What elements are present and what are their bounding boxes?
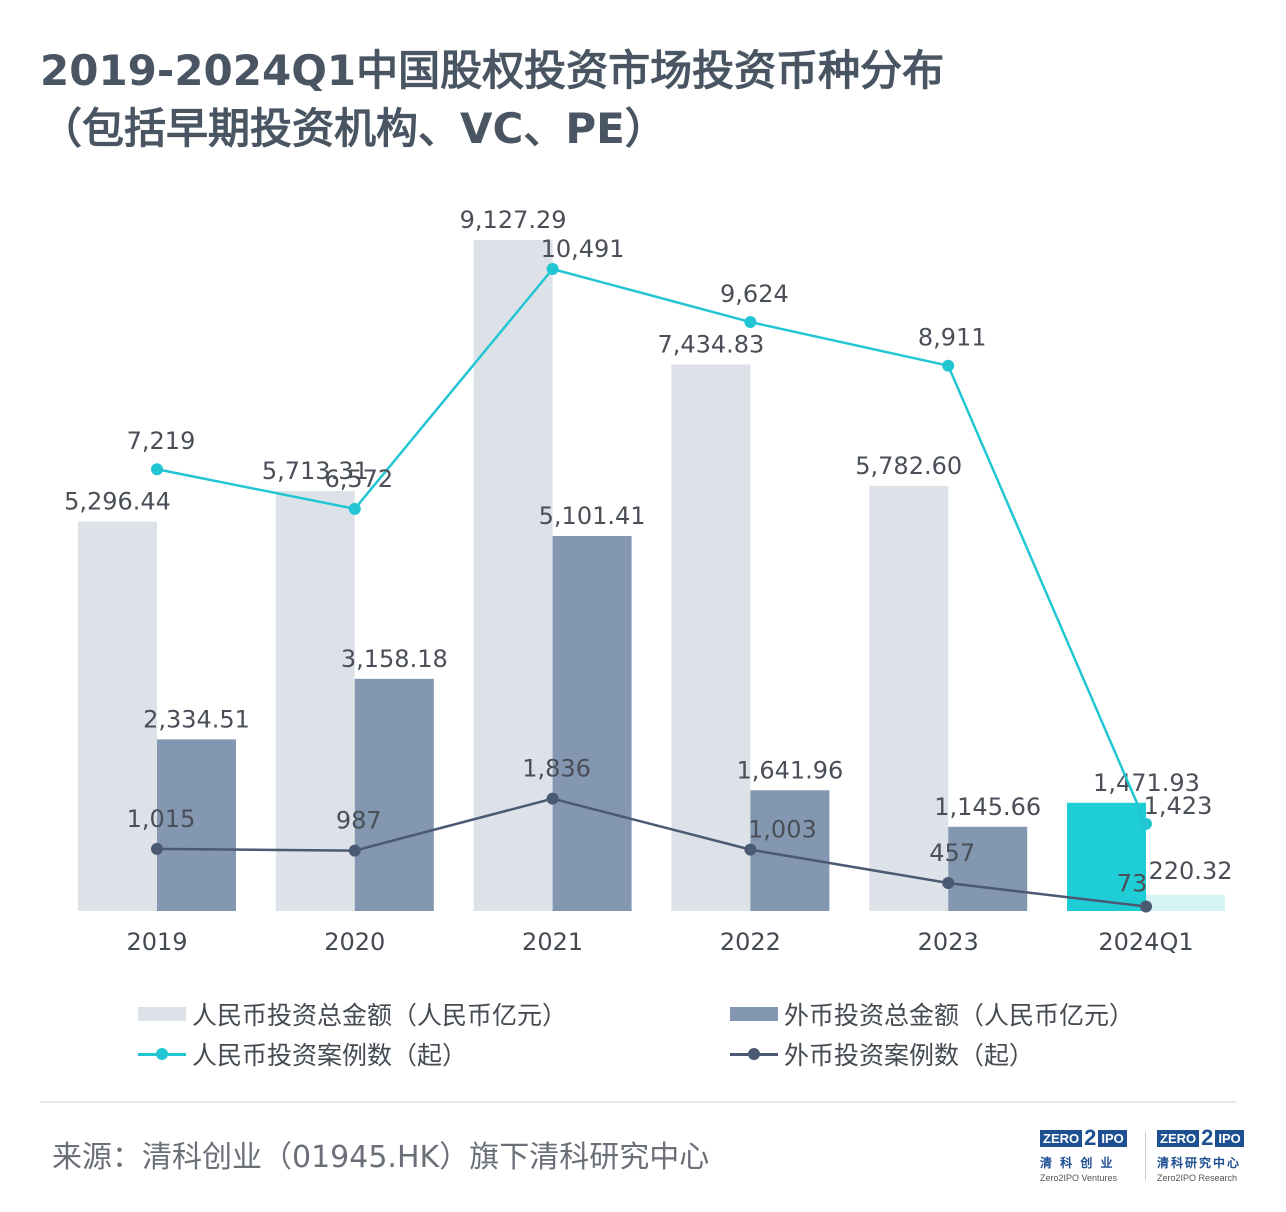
bar-rmb-amount-2024Q1 (1067, 802, 1146, 911)
label-fx-count-2020: 987 (336, 807, 382, 835)
x-tick-label-2019: 2019 (126, 928, 187, 956)
legend-swatch-rmb-amount (138, 1007, 186, 1021)
bar-rmb-amount-2019 (78, 521, 157, 911)
point-fx-count-2023 (942, 877, 955, 890)
label-rmb-amount-2020: 5,713.31 (262, 457, 369, 485)
title-line-2: （包括早期投资机构、VC、PE） (40, 104, 667, 153)
x-tick-label-2024Q1: 2024Q1 (1098, 928, 1193, 956)
label-fx-amount-2024Q1: 220.32 (1149, 857, 1233, 885)
label-fx-count-2024Q1: 73 (1117, 870, 1148, 898)
label-rmb-count-2022: 9,624 (720, 280, 789, 308)
zero2ipo-ventures-logo: ZERO 2 IPO 清 科 创 业 Zero2IPO Ventures (1040, 1127, 1152, 1184)
point-rmb-count-2022 (744, 316, 757, 329)
point-fx-count-2020 (348, 844, 361, 857)
point-fx-count-2019 (151, 842, 163, 855)
label-rmb-count-2021: 10,491 (541, 235, 625, 263)
point-rmb-count-2024Q1 (1140, 817, 1152, 830)
legend-label-rmb-count: 人民币投资案例数（起） (192, 1041, 468, 1070)
label-fx-count-2019: 1,015 (127, 805, 196, 833)
legend-item-rmb-count: 人民币投资案例数（起） (138, 1036, 467, 1072)
label-fx-amount-2020: 3,158.18 (341, 645, 448, 673)
legend: 人民币投资总金额（人民币亿元） 外币投资总金额（人民币亿元） 人民币投资案例数（… (0, 990, 1286, 1080)
point-fx-count-2021 (546, 792, 559, 805)
logo-separator (1145, 1132, 1146, 1180)
label-rmb-amount-2019: 5,296.44 (64, 488, 171, 516)
label-fx-amount-2021: 5,101.41 (539, 502, 646, 530)
legend-label-fx-count: 外币投资案例数（起） (784, 1041, 1035, 1070)
label-fx-count-2022: 1,003 (748, 816, 817, 844)
x-tick-label-2023: 2023 (918, 928, 979, 956)
legend-item-rmb-amount: 人民币投资总金额（人民币亿元） (138, 996, 567, 1032)
chart: 2019 2020 2021 2022 2023 2024Q1 5,296.44 2,334.… (64, 206, 1233, 956)
zero2ipo-research-logo: ZERO 2 IPO 清科研究中心 Zero2IPO Research (1157, 1127, 1269, 1184)
bar-fx-amount-2024Q1 (1146, 894, 1225, 911)
legend-label-fx-amount: 外币投资总金额（人民币亿元） (784, 1001, 1135, 1030)
point-rmb-count-2019 (151, 463, 163, 476)
legend-line-fx-count (730, 1047, 778, 1061)
label-fx-amount-2023: 1,145.66 (934, 793, 1041, 821)
legend-swatch-fx-amount (730, 1007, 778, 1021)
label-rmb-count-2019: 7,219 (127, 427, 196, 455)
point-rmb-count-2023 (942, 359, 955, 372)
label-fx-count-2021: 1,836 (522, 755, 591, 783)
x-tick-label-2020: 2020 (324, 928, 385, 956)
footer-divider (40, 1101, 1236, 1103)
point-fx-count-2022 (744, 843, 757, 856)
legend-line-rmb-count (138, 1047, 186, 1061)
source-note: 来源：清科创业（01945.HK）旗下清科研究中心 (52, 1140, 710, 1175)
label-rmb-amount-2022: 7,434.83 (657, 330, 764, 358)
label-fx-amount-2019: 2,334.51 (143, 705, 250, 733)
label-rmb-amount-2024Q1: 1,471.93 (1093, 769, 1200, 797)
legend-label-rmb-amount: 人民币投资总金额（人民币亿元） (192, 1001, 568, 1030)
point-rmb-count-2021 (546, 263, 559, 275)
point-fx-count-2024Q1 (1140, 900, 1152, 913)
bar-rmb-amount-2022 (671, 364, 751, 911)
line-fx-count (156, 797, 1147, 908)
line-rmb-count (156, 267, 1148, 825)
legend-item-fx-amount: 外币投资总金额（人民币亿元） (730, 996, 1134, 1032)
x-tick-label-2022: 2022 (720, 928, 781, 956)
label-rmb-count-2020: 6,572 (324, 465, 393, 493)
bar-fx-amount-2021 (552, 535, 632, 911)
bar-fx-amount-2019 (157, 739, 236, 911)
legend-item-fx-count: 外币投资案例数（起） (730, 1036, 1034, 1072)
x-tick-label-2021: 2021 (522, 928, 583, 956)
label-fx-amount-2022: 1,641.96 (736, 756, 843, 784)
label-fx-count-2023: 457 (929, 839, 975, 867)
label-rmb-amount-2023: 5,782.60 (855, 452, 962, 480)
point-rmb-count-2020 (348, 502, 361, 515)
bar-fx-amount-2020 (354, 678, 434, 911)
bar-rmb-amount-2023 (869, 485, 949, 911)
label-rmb-count-2024Q1: 1,423 (1144, 792, 1213, 820)
chart-title: 2019-2024Q1中国股权投资市场投资币种分布 （包括早期投资机构、VC、P… (40, 42, 944, 158)
bar-rmb-amount-2020 (275, 490, 355, 911)
bar-fx-amount-2023 (948, 826, 1028, 911)
label-rmb-count-2023: 8,911 (918, 324, 987, 352)
label-rmb-amount-2021: 9,127.29 (460, 206, 567, 234)
title-line-1: 2019-2024Q1中国股权投资市场投资币种分布 (40, 46, 945, 95)
bar-rmb-amount-2021 (473, 240, 553, 911)
